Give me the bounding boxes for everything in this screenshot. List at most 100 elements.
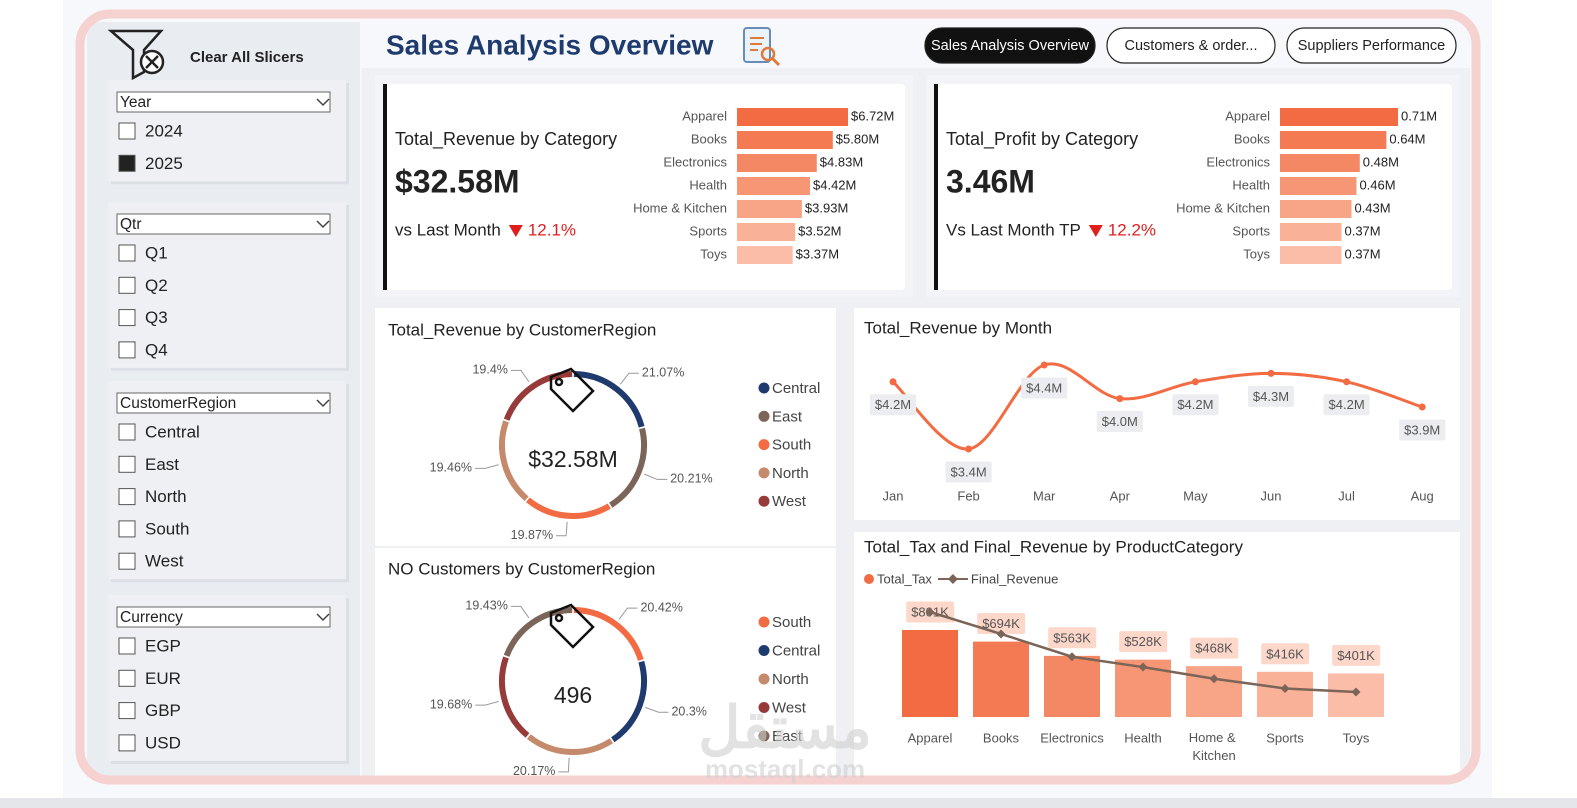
checkbox[interactable]	[118, 702, 136, 720]
slicer-option[interactable]: GBP	[145, 701, 181, 720]
card-accent	[383, 84, 387, 290]
down-arrow	[1088, 225, 1103, 237]
value-label: $416K	[1266, 646, 1304, 661]
legend-label: West	[772, 493, 807, 510]
category-label: Home & Kitchen	[633, 200, 727, 215]
bar	[1280, 223, 1342, 241]
checkbox[interactable]	[118, 423, 136, 441]
checkbox[interactable]	[118, 488, 136, 506]
value-label: 21.07%	[642, 366, 684, 380]
bar	[737, 154, 817, 172]
value-label-bg	[1399, 419, 1446, 441]
value-label-bg	[1048, 627, 1097, 649]
checkbox[interactable]	[118, 669, 136, 687]
slicer-option[interactable]: South	[145, 519, 189, 538]
page-title: Sales Analysis Overview	[386, 29, 714, 60]
checkbox[interactable]	[118, 276, 136, 294]
checkbox[interactable]	[118, 637, 136, 655]
x-tick-label: Home & Kitchen	[1189, 730, 1240, 763]
line-point	[965, 445, 973, 453]
bar	[1280, 108, 1398, 126]
value-label: 0.48M	[1363, 154, 1399, 169]
checkbox[interactable]	[118, 552, 136, 570]
donut-segment	[526, 497, 611, 519]
x-tick-label: Sports	[1266, 730, 1304, 745]
nav-button[interactable]	[1286, 27, 1457, 64]
nav-button[interactable]	[1106, 27, 1276, 64]
slicer-header[interactable]	[116, 606, 331, 628]
value-label: $3.52M	[798, 223, 841, 238]
x-tick-label: Electronics	[1040, 730, 1104, 745]
value-label: $3.37M	[796, 246, 839, 261]
checkbox[interactable]	[118, 341, 136, 359]
slicer-option[interactable]: EGP	[145, 636, 181, 655]
legend-label: North	[772, 671, 809, 688]
line-point	[1418, 403, 1426, 411]
slicer-option[interactable]: Q2	[145, 276, 168, 295]
bar	[737, 131, 833, 149]
legend-label: North	[772, 465, 809, 482]
category-label: Home & Kitchen	[1176, 200, 1270, 215]
leader-line	[475, 700, 499, 706]
value-label: $4.0M	[1102, 414, 1138, 429]
slicer-option[interactable]: East	[145, 455, 179, 474]
checkbox[interactable]	[118, 244, 136, 262]
chart-title: Total_Revenue by Month	[864, 318, 1052, 337]
nav-label[interactable]: Sales Analysis Overview	[931, 38, 1089, 54]
slicer-option[interactable]: Q1	[145, 243, 168, 262]
leader-line	[644, 473, 668, 480]
checkbox[interactable]	[118, 734, 136, 752]
slicer-option[interactable]: West	[145, 552, 184, 571]
nav-label[interactable]: Suppliers Performance	[1298, 38, 1446, 54]
bar	[1044, 655, 1100, 717]
slicer-option[interactable]: USD	[145, 733, 181, 752]
legend-label: Central	[772, 642, 820, 659]
x-tick-label: Apr	[1110, 488, 1131, 503]
checkbox[interactable]	[118, 154, 136, 172]
value-label: 20.42%	[640, 600, 682, 614]
slicer-option[interactable]: Q3	[145, 308, 168, 327]
slicer-header[interactable]	[116, 392, 331, 414]
slicer-header[interactable]	[116, 91, 331, 113]
legend-marker	[758, 702, 770, 713]
legend-marker	[758, 730, 770, 742]
slicer-option[interactable]: 2024	[145, 121, 183, 140]
checkbox[interactable]	[118, 520, 136, 538]
legend-marker	[758, 616, 770, 628]
legend-marker	[758, 439, 770, 451]
clear-icon[interactable]	[107, 29, 165, 81]
watermark: مستقل	[698, 695, 872, 760]
category-label: Electronics	[663, 154, 727, 169]
slicer-option[interactable]: EUR	[145, 669, 181, 688]
x-tick-label: Mar	[1033, 488, 1056, 503]
slicer-option[interactable]: Central	[145, 422, 200, 441]
legend-marker	[758, 495, 770, 507]
donut-segment	[503, 371, 573, 421]
bar	[737, 246, 793, 264]
value-label-bg	[1261, 643, 1310, 665]
bar	[737, 200, 802, 218]
slicer-option[interactable]: 2025	[145, 154, 183, 173]
checkbox[interactable]	[118, 309, 136, 327]
line-point	[1067, 652, 1077, 662]
checkbox[interactable]	[118, 122, 136, 140]
slicer-option[interactable]: North	[145, 487, 187, 506]
kpi-value: $32.58M	[395, 163, 520, 199]
x-tick-label: Health	[1124, 730, 1162, 745]
legend-label: Central	[772, 380, 820, 397]
value-label: $4.83M	[820, 154, 863, 169]
slicer-option[interactable]: Q4	[145, 340, 168, 359]
x-tick-label: Feb	[957, 488, 979, 503]
value-label-bg	[1119, 631, 1168, 653]
chart-title: NO Customers by CustomerRegion	[388, 559, 655, 578]
x-tick-label: May	[1183, 488, 1208, 503]
slicer-header[interactable]	[116, 213, 331, 235]
dropdown-chevron	[316, 613, 330, 622]
nav-button[interactable]	[924, 27, 1096, 64]
value-label: $4.4M	[1026, 380, 1062, 395]
nav-label[interactable]: Customers & order...	[1125, 38, 1258, 54]
clear-slicers[interactable]: Clear All Slicers	[190, 49, 304, 66]
center-icon	[549, 367, 595, 413]
checkbox[interactable]	[118, 455, 136, 473]
value-label: $528K	[1124, 634, 1162, 649]
